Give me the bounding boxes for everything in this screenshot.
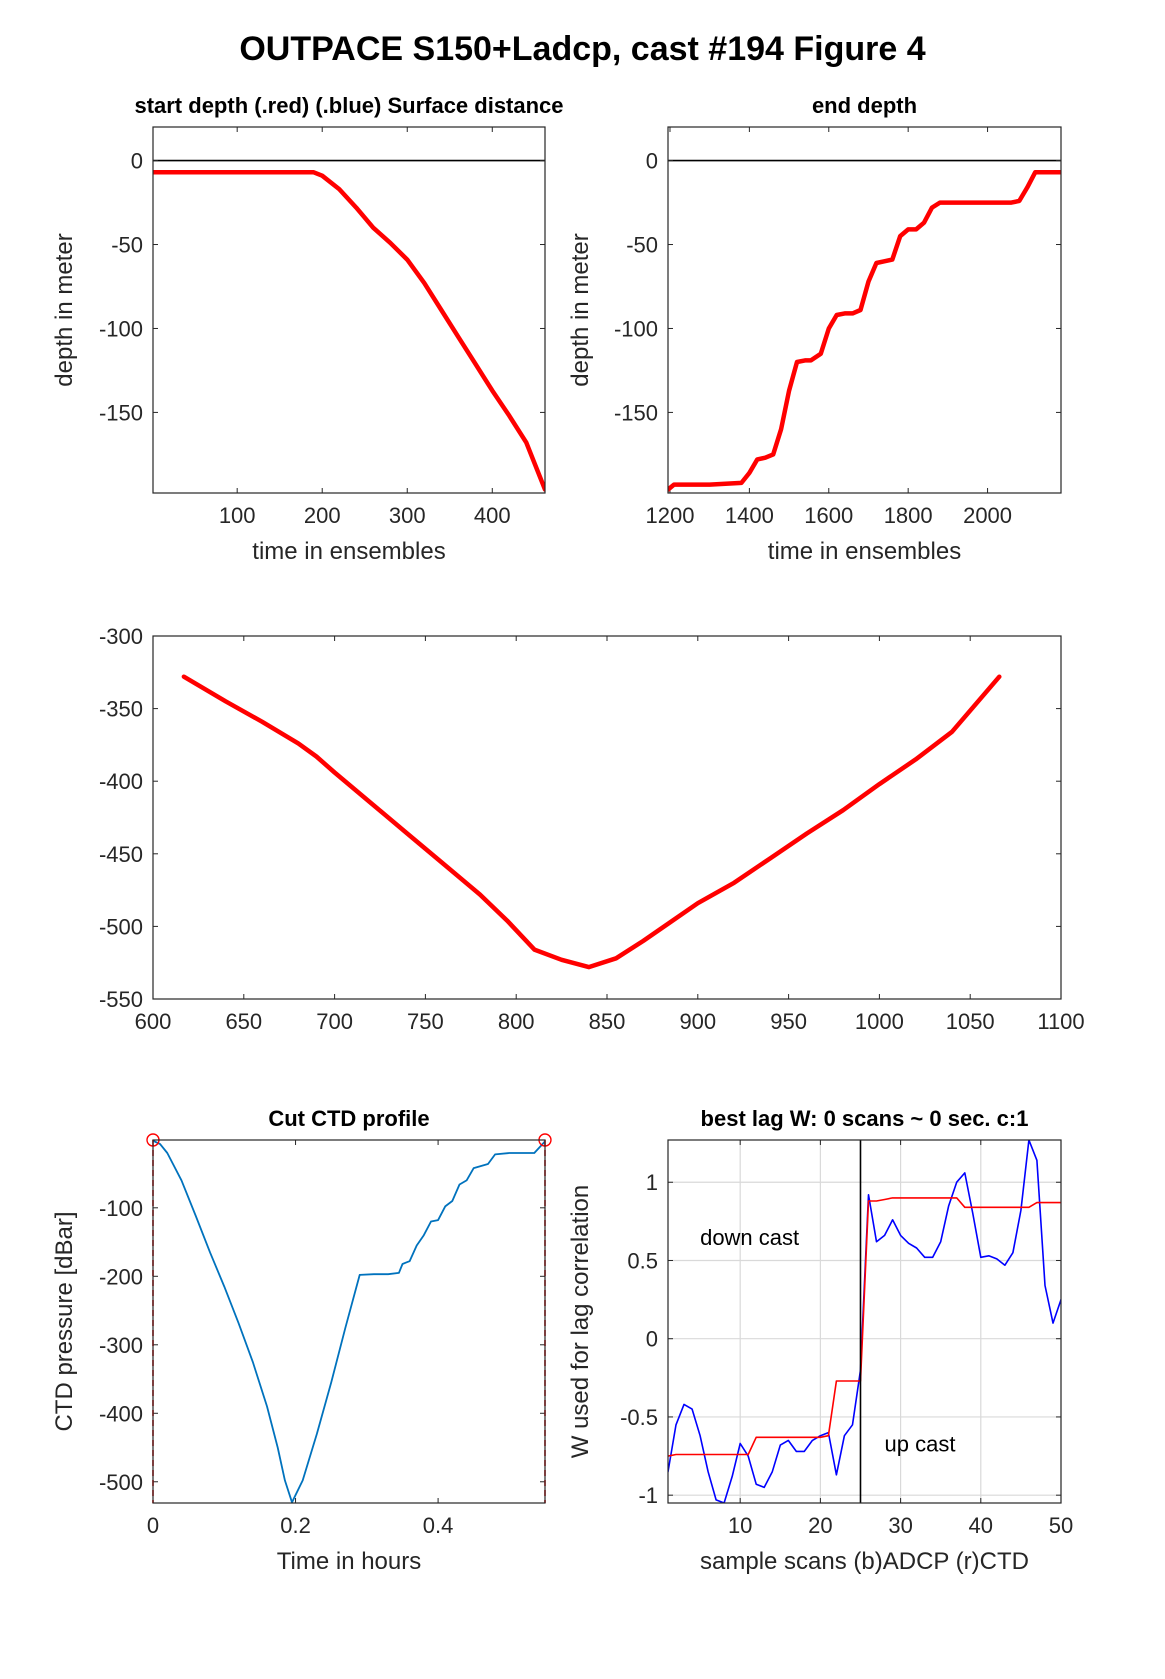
best-lag-xlabel: sample scans (b)ADCP (r)CTD [700, 1548, 1029, 1575]
cut-ctd-profile-xtick-label-1: 0.2 [280, 1513, 311, 1538]
middle-depth-ytick-label-2: -400 [99, 769, 143, 794]
best-lag-xtick-label-0: 10 [728, 1513, 752, 1538]
middle-depth-xtick-label-4: 800 [498, 1009, 535, 1034]
middle-depth-ytick-label-1: -350 [99, 697, 143, 722]
end-depth-xtick-label-0: 1200 [646, 503, 695, 528]
middle-depth-chart: 600 650 700 750 800 850 900 950 1000 1050 1100 -300… [99, 624, 1085, 1034]
middle-depth-xtick-label-9: 1050 [946, 1009, 995, 1034]
best-lag-plot-bg [668, 1140, 1061, 1503]
middle-depth-xtick-label-6: 900 [679, 1009, 716, 1034]
best-lag-xtick-label-2: 30 [888, 1513, 912, 1538]
cut-ctd-profile-xtick-label-2: 0.4 [423, 1513, 454, 1538]
best-lag-xtick-label-3: 40 [969, 1513, 993, 1538]
best-lag-annotation-1: up cast [885, 1431, 956, 1456]
cut-ctd-profile-xtick-label-0: 0 [147, 1513, 159, 1538]
cut-ctd-profile-ytick-label-0: -100 [99, 1196, 143, 1221]
start-depth-xtick-label-2: 300 [389, 503, 426, 528]
cut-ctd-profile-ytick-label-4: -500 [99, 1470, 143, 1495]
end-depth-ytick-label-3: -150 [614, 400, 658, 425]
best-lag-xtick-label-1: 20 [808, 1513, 832, 1538]
end-depth-chart: 1200 1400 1600 1800 2000 0 -50 -100 -150 end dept… [567, 93, 1062, 565]
best-lag-series-1-line [668, 1197, 1061, 1457]
end-depth-xlabel: time in ensembles [768, 538, 961, 565]
middle-depth-ytick-label-4: -500 [99, 914, 143, 939]
best-lag-ytick-label-4: -1 [638, 1483, 658, 1508]
middle-depth-xtick-label-0: 600 [135, 1009, 172, 1034]
figure-title: OUTPACE S150+Ladcp, cast #194 Figure 4 [239, 30, 926, 68]
best-lag-xtick-label-4: 50 [1049, 1513, 1073, 1538]
start-depth-ylabel: depth in meter [51, 233, 78, 386]
start-depth-ytick-label-0: 0 [131, 149, 143, 174]
end-depth-xtick-label-1: 1400 [725, 503, 774, 528]
end-depth-xtick-label-2: 1600 [804, 503, 853, 528]
cut-ctd-profile-title: Cut CTD profile [268, 1106, 429, 1131]
cut-ctd-profile-ytick-label-1: -200 [99, 1264, 143, 1289]
end-depth-ytick-label-1: -50 [626, 233, 658, 258]
best-lag-ytick-label-2: 0 [646, 1327, 658, 1352]
start-depth-ytick-label-1: -50 [111, 233, 143, 258]
middle-depth-xtick-label-1: 650 [225, 1009, 262, 1034]
best-lag-ytick-label-0: 1 [646, 1170, 658, 1195]
cut-ctd-profile-series-0-line [153, 1140, 545, 1503]
middle-depth-ytick-label-3: -450 [99, 842, 143, 867]
start-depth-ytick-label-3: -150 [99, 400, 143, 425]
end-depth-xtick-label-4: 2000 [963, 503, 1012, 528]
middle-depth-plot-bg [153, 636, 1061, 999]
middle-depth-axes-box [152, 635, 1062, 1000]
end-depth-ytick-label-0: 0 [646, 149, 658, 174]
start-depth-title: start depth (.red) (.blue) Surface dista… [134, 93, 563, 118]
middle-depth-xtick-label-8: 1000 [855, 1009, 904, 1034]
best-lag-axes-box [667, 1139, 1062, 1504]
cut-ctd-profile-xlabel: Time in hours [277, 1548, 422, 1575]
start-depth-xlabel: time in ensembles [252, 538, 445, 565]
end-depth-ytick-label-2: -100 [614, 316, 658, 341]
cut-ctd-profile-axes-box [152, 1139, 546, 1504]
end-depth-xtick-label-3: 1800 [884, 503, 933, 528]
start-depth-xtick-label-3: 400 [474, 503, 511, 528]
cut-ctd-profile-ytick-label-3: -400 [99, 1401, 143, 1426]
best-lag-ylabel: W used for lag correlation [567, 1185, 594, 1458]
best-lag-title: best lag W: 0 scans ~ 0 sec. c:1 [701, 1106, 1029, 1131]
middle-depth-xtick-label-5: 850 [589, 1009, 626, 1034]
start-depth-series-0-line [153, 170, 545, 492]
middle-depth-xtick-label-3: 750 [407, 1009, 444, 1034]
middle-depth-ytick-label-5: -550 [99, 987, 143, 1012]
cut-ctd-profile-ytick-label-2: -300 [99, 1333, 143, 1358]
cut-ctd-profile-ylabel: CTD pressure [dBar] [51, 1211, 78, 1431]
middle-depth-xtick-label-10: 1100 [1037, 1009, 1084, 1034]
start-depth-xtick-label-1: 200 [304, 503, 341, 528]
middle-depth-series-0-line [181, 674, 1002, 970]
end-depth-axes-box [667, 126, 1062, 494]
start-depth-plot-bg [153, 127, 545, 493]
best-lag-chart: 10 20 30 40 50 1 0.5 0 -0.5 -1 down cast up cast bes… [567, 1106, 1073, 1575]
middle-depth-xtick-label-2: 700 [316, 1009, 353, 1034]
best-lag-ytick-label-3: -0.5 [620, 1405, 658, 1430]
best-lag-ytick-label-1: 0.5 [627, 1248, 658, 1273]
end-depth-ylabel: depth in meter [567, 233, 594, 386]
middle-depth-xtick-label-7: 950 [770, 1009, 807, 1034]
start-depth-axes-box [152, 126, 546, 494]
end-depth-series-0-line [668, 170, 1061, 492]
best-lag-annotation-0: down cast [700, 1225, 799, 1250]
end-depth-plot-bg [668, 127, 1061, 493]
start-depth-xtick-label-0: 100 [219, 503, 256, 528]
cut-ctd-profile-chart: 0 0.2 0.4 -100 -200 -300 -400 -500 Cut CTD profi… [51, 1106, 552, 1575]
middle-depth-ytick-label-0: -300 [99, 624, 143, 649]
start-depth-ytick-label-2: -100 [99, 316, 143, 341]
end-depth-title: end depth [812, 93, 917, 118]
start-depth-chart: 100 200 300 400 0 -50 -100 -150 start depth (.re… [51, 93, 564, 565]
cut-ctd-profile-plot-bg [153, 1140, 545, 1503]
